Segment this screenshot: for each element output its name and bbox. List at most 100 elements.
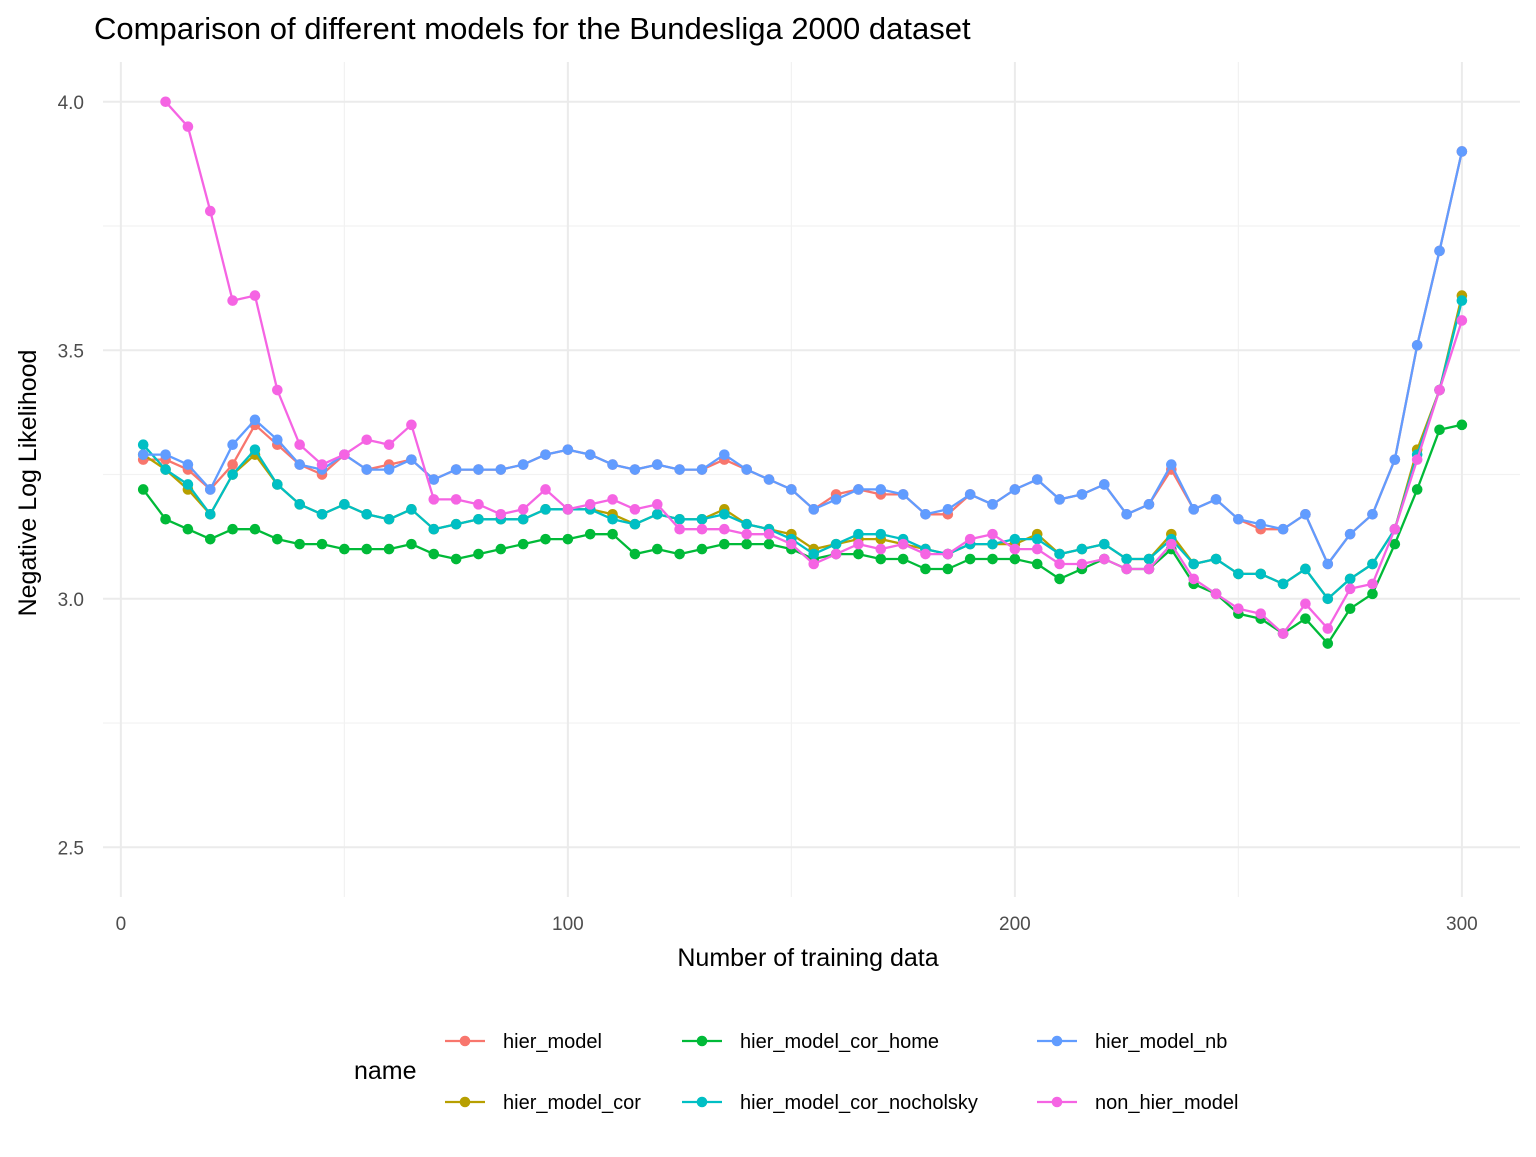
data-point: [1233, 603, 1244, 615]
x-tick-label: 200: [999, 914, 1031, 935]
data-point: [853, 548, 864, 560]
series-layer: [137, 96, 1468, 649]
data-point: [1009, 543, 1021, 555]
data-point: [249, 444, 261, 455]
data-point: [383, 543, 395, 555]
data-point: [1166, 459, 1177, 470]
data-point: [137, 484, 149, 495]
data-point: [897, 489, 909, 500]
data-point: [942, 504, 954, 515]
data-point: [1277, 578, 1289, 590]
data-point: [1255, 608, 1267, 619]
data-point: [294, 439, 305, 451]
data-point: [875, 553, 887, 565]
data-point: [540, 533, 551, 545]
data-point: [808, 548, 820, 560]
data-point: [204, 533, 216, 545]
y-tick-label: 3.0: [58, 590, 84, 611]
data-point: [540, 484, 551, 495]
data-point: [1389, 538, 1401, 550]
data-point: [964, 533, 976, 545]
series-hier_model_cor_nocholsky: [137, 295, 1468, 605]
data-point: [1188, 558, 1199, 570]
data-point: [1389, 523, 1401, 535]
data-point: [920, 563, 931, 575]
data-point: [1322, 593, 1334, 605]
data-point: [1143, 499, 1155, 510]
data-point: [1233, 513, 1244, 525]
data-point: [853, 484, 864, 495]
data-point: [629, 504, 641, 515]
legend-swatch-point: [459, 1096, 471, 1108]
data-point: [1054, 494, 1065, 505]
data-point: [607, 528, 618, 540]
data-point: [696, 523, 708, 535]
data-point: [1076, 489, 1088, 500]
data-point: [182, 121, 194, 132]
data-point: [1210, 494, 1222, 505]
series-hier_model_nb: [137, 146, 1468, 570]
legend-swatch-point: [459, 1035, 471, 1047]
data-point: [428, 523, 440, 535]
data-point: [495, 508, 507, 520]
data-point: [495, 464, 507, 475]
data-point: [987, 538, 998, 550]
data-point: [1411, 340, 1423, 351]
data-point: [1344, 573, 1356, 585]
data-point: [316, 459, 328, 470]
legend-item: non_hier_model: [1037, 1092, 1238, 1114]
data-point: [204, 484, 216, 495]
data-point: [1166, 538, 1177, 550]
data-point: [651, 508, 663, 520]
data-point: [696, 513, 708, 525]
data-point: [1098, 479, 1110, 490]
legend-label: hier_model: [503, 1031, 602, 1053]
data-point: [517, 513, 529, 525]
data-point: [227, 439, 238, 451]
data-point: [316, 508, 328, 520]
data-point: [696, 543, 708, 555]
data-point: [607, 494, 618, 505]
data-point: [1121, 508, 1132, 520]
data-point: [339, 543, 350, 555]
data-point: [1121, 553, 1132, 565]
data-point: [1344, 528, 1356, 540]
data-point: [1143, 553, 1155, 565]
data-point: [629, 464, 641, 475]
legend-label: hier_model_cor_nocholsky: [740, 1092, 978, 1114]
data-point: [897, 553, 909, 565]
data-point: [1434, 424, 1445, 436]
data-point: [629, 548, 641, 560]
data-point: [1076, 543, 1088, 555]
data-point: [607, 513, 618, 525]
data-point: [897, 538, 909, 550]
data-point: [562, 504, 574, 515]
data-point: [719, 508, 730, 520]
data-point: [1031, 533, 1043, 545]
data-point: [1456, 295, 1468, 306]
data-point: [719, 523, 730, 535]
data-point: [1456, 146, 1468, 157]
data-point: [1031, 474, 1043, 485]
data-point: [1344, 583, 1356, 595]
data-point: [1322, 558, 1334, 570]
legend-item: hier_model: [445, 1031, 602, 1053]
data-point: [1344, 603, 1356, 615]
data-point: [830, 538, 842, 550]
data-point: [920, 508, 931, 520]
legend-swatch-point: [696, 1035, 708, 1047]
x-tick-label: 300: [1446, 914, 1478, 935]
data-point: [540, 504, 551, 515]
data-point: [182, 523, 194, 535]
legend-item: hier_model_cor: [445, 1092, 641, 1114]
x-axis-ticks: 0 100 200 300: [116, 914, 1478, 935]
data-point: [361, 508, 373, 520]
data-point: [1367, 578, 1378, 590]
data-point: [920, 548, 931, 560]
series-hier_model_cor: [137, 290, 1468, 605]
y-tick-label: 3.5: [58, 341, 84, 362]
y-axis-title: Negative Log Likelihood: [14, 350, 42, 617]
data-point: [987, 553, 998, 565]
data-point: [808, 558, 820, 570]
